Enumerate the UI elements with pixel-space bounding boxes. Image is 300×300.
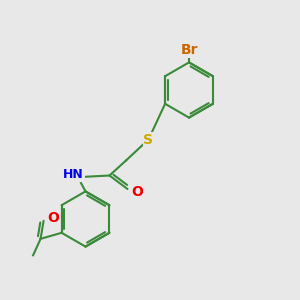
Text: HN: HN bbox=[63, 168, 84, 181]
Text: Br: Br bbox=[180, 43, 198, 57]
Text: O: O bbox=[47, 211, 59, 225]
Text: S: S bbox=[143, 133, 154, 146]
Text: O: O bbox=[131, 185, 143, 199]
